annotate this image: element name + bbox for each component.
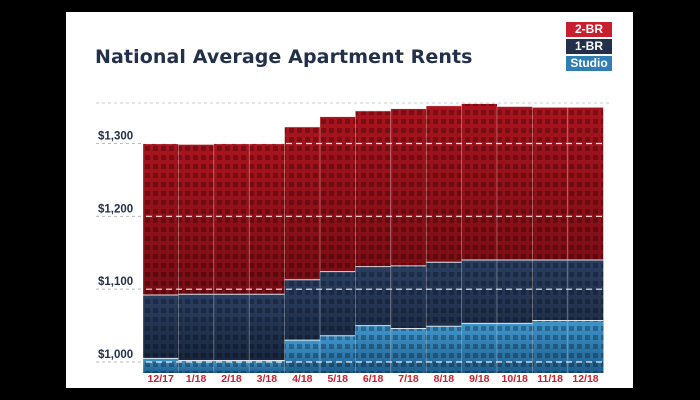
y-tick-label-1: $1,100 [98, 276, 133, 288]
bar-1br-windows-2 [213, 294, 250, 373]
x-tick-label-3: 3/18 [257, 373, 278, 385]
bar-studio-windows-7 [390, 328, 427, 373]
x-tick-label-9: 9/18 [469, 373, 490, 385]
bar-studio-windows-10 [497, 323, 533, 373]
bar-1br-windows-1 [178, 294, 214, 373]
x-tick-label-0: 12/17 [148, 373, 174, 385]
x-tick-label-6: 6/18 [363, 373, 384, 385]
bar-studio-windows-1 [178, 360, 214, 373]
x-tick-label-4: 4/18 [292, 373, 313, 385]
x-tick-label-7: 7/18 [398, 373, 419, 385]
y-tick-label-3: $1,300 [98, 131, 133, 143]
bar-studio-windows-0 [143, 358, 179, 373]
chart-title: National Average Apartment Rents [95, 46, 473, 68]
legend-2br: 2-BR [566, 22, 612, 37]
y-tick-label-0: $1,000 [98, 349, 133, 361]
bar-studio-windows-8 [426, 326, 462, 373]
legend-1br: 1-BR [566, 39, 612, 54]
x-tick-label-12: 12/18 [572, 373, 598, 385]
bar-studio-windows-5 [320, 335, 356, 373]
bar-1br-windows-3 [249, 294, 285, 373]
bar-studio-windows-3 [249, 360, 285, 373]
x-tick-label-1: 1/18 [186, 373, 207, 385]
x-tick-label-8: 8/18 [434, 373, 455, 385]
bar-studio-windows-12 [567, 320, 604, 373]
x-tick-label-2: 2/18 [221, 373, 242, 385]
bar-studio-windows-2 [213, 360, 250, 373]
bar-studio-windows-6 [355, 325, 391, 373]
bar-studio-windows-4 [284, 340, 320, 373]
x-tick-label-11: 11/18 [537, 373, 563, 385]
legend-studio: Studio [566, 56, 612, 71]
x-tick-label-10: 10/18 [502, 373, 528, 385]
bar-studio-windows-9 [461, 323, 497, 373]
x-tick-label-5: 5/18 [327, 373, 348, 385]
y-tick-label-2: $1,200 [98, 203, 133, 215]
bar-studio-windows-11 [532, 320, 568, 373]
